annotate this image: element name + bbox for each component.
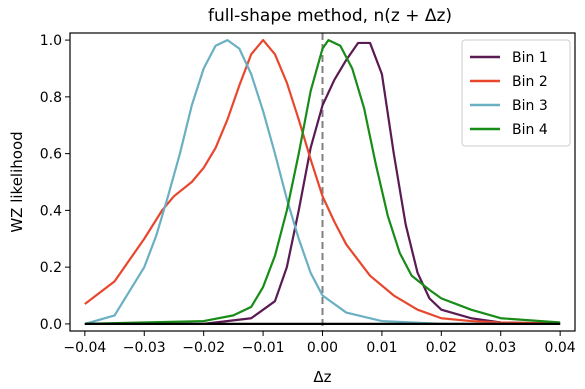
x-tick-label: −0.01: [242, 340, 285, 356]
x-tick-label: 0.01: [366, 340, 397, 356]
axis-ticks: −0.04 −0.03 −0.02 −0.01 0.00 0.01 0.02 0.03 0.04…: [40, 33, 576, 356]
x-tick-label: 0.03: [485, 340, 516, 356]
plot-area: [84, 33, 561, 331]
chart-title: full-shape method, n(z + Δz): [208, 6, 452, 26]
y-tick-label: 0.4: [40, 203, 62, 219]
legend-label: Bin 2: [512, 74, 548, 90]
legend-box: [461, 39, 571, 147]
series-line-bin-2: [84, 38, 561, 325]
legend-label: Bin 3: [512, 98, 548, 114]
y-tick-label: 1.0: [40, 33, 62, 49]
y-axis-label: WZ likelihood: [8, 131, 26, 232]
series-line-bin-3: [84, 38, 501, 325]
y-tick-label: 0.2: [40, 260, 62, 276]
y-tick-label: 0.8: [40, 90, 62, 106]
x-tick-label: 0.02: [426, 340, 457, 356]
legend-label: Bin 4: [512, 122, 548, 138]
x-tick-label: 0.04: [545, 340, 576, 356]
x-tick-label: 0.00: [307, 340, 338, 356]
x-tick-label: −0.03: [123, 340, 166, 356]
legend-label: Bin 1: [512, 50, 548, 66]
y-tick-label: 0.6: [40, 147, 62, 163]
x-tick-label: −0.04: [63, 340, 106, 356]
x-axis-label: Δz: [313, 368, 331, 386]
series-line-bin-1: [84, 41, 561, 325]
y-tick-label: 0.0: [40, 317, 62, 333]
series-line-bin-4: [84, 38, 561, 325]
x-tick-label: −0.02: [182, 340, 225, 356]
legend: Bin 1 Bin 2 Bin 3 Bin 4: [461, 39, 571, 147]
